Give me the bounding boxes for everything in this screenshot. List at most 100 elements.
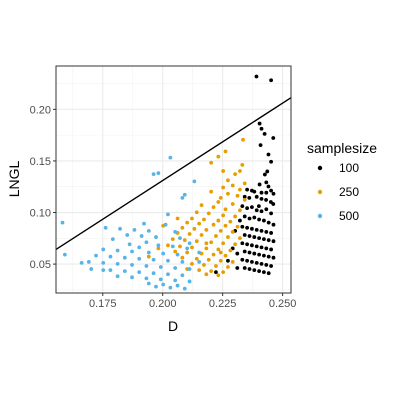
data-point-250	[204, 246, 209, 251]
x-tick-label: 0.200	[149, 298, 177, 310]
data-point-250	[206, 257, 211, 262]
data-point-250	[235, 224, 240, 229]
data-point-250	[204, 272, 209, 277]
data-point-100	[269, 211, 273, 216]
data-point-250	[187, 232, 192, 236]
data-point-100	[245, 242, 250, 247]
data-point-500	[146, 250, 151, 255]
data-point-250	[211, 205, 216, 210]
data-point-500	[163, 222, 168, 227]
data-point-100	[247, 250, 252, 255]
data-point-100	[245, 258, 250, 263]
data-point-250	[182, 238, 187, 243]
data-point-100	[257, 182, 262, 187]
data-point-100	[257, 252, 262, 257]
data-point-250	[241, 137, 245, 142]
x-tick-label: 0.225	[209, 298, 237, 310]
data-point-500	[94, 253, 98, 258]
data-point-100	[264, 180, 269, 185]
data-point-100	[266, 238, 271, 243]
data-point-100	[242, 194, 247, 199]
data-point-100	[269, 188, 273, 193]
data-point-100	[256, 204, 261, 209]
data-point-500	[132, 227, 137, 232]
data-point-100	[240, 204, 245, 209]
data-point-100	[259, 209, 264, 214]
data-point-250	[209, 269, 214, 274]
data-point-500	[122, 255, 127, 260]
data-point-250	[199, 203, 204, 207]
data-point-500	[101, 247, 106, 252]
data-point-500	[168, 285, 173, 290]
data-point-100	[242, 266, 247, 270]
data-point-250	[242, 198, 247, 202]
data-point-250	[226, 191, 230, 196]
data-point-100	[254, 260, 259, 265]
data-point-100	[266, 220, 271, 225]
data-point-500	[161, 282, 166, 287]
data-point-250	[216, 273, 221, 278]
x-axis-title: D	[168, 318, 178, 334]
data-point-250	[197, 221, 202, 226]
data-point-250	[199, 233, 204, 237]
data-point-250	[214, 234, 218, 238]
data-point-500	[130, 263, 134, 267]
data-point-500	[154, 284, 158, 289]
data-point-250	[197, 268, 202, 272]
data-point-250	[223, 253, 228, 258]
data-point-100	[266, 254, 271, 259]
data-point-250	[214, 264, 218, 268]
legend-title: samplesize	[307, 140, 377, 156]
data-point-500	[151, 257, 156, 262]
data-point-500	[137, 256, 142, 261]
data-point-500	[146, 281, 151, 286]
data-point-250	[204, 227, 209, 232]
data-point-500	[139, 234, 144, 238]
data-point-250	[230, 202, 235, 206]
data-point-250	[238, 187, 242, 192]
data-point-250	[209, 160, 214, 165]
data-point-100	[264, 263, 269, 267]
data-point-250	[194, 256, 199, 261]
data-point-250	[180, 255, 185, 260]
data-point-250	[180, 225, 185, 230]
legend: samplesize 100 250 500	[307, 140, 377, 223]
legend-key-500	[317, 213, 323, 219]
data-point-250	[233, 242, 238, 247]
data-point-500	[173, 266, 178, 270]
data-point-250	[235, 193, 240, 198]
data-point-500	[137, 270, 142, 275]
data-point-100	[264, 198, 268, 202]
data-point-100	[257, 236, 262, 241]
data-point-500	[168, 155, 173, 160]
data-point-100	[214, 270, 218, 275]
data-point-250	[190, 245, 194, 250]
data-point-250	[170, 237, 175, 242]
reference-line	[56, 97, 291, 250]
legend-label-500: 500	[339, 209, 359, 223]
y-tick-label: 0.15	[30, 156, 51, 168]
data-point-100	[242, 249, 247, 254]
data-point-100	[257, 217, 262, 222]
data-point-500	[89, 267, 94, 271]
data-point-250	[211, 222, 216, 227]
data-point-100	[271, 239, 276, 244]
data-point-500	[122, 269, 127, 274]
data-point-250	[156, 246, 161, 251]
data-point-250	[204, 241, 209, 246]
data-point-100	[252, 251, 257, 256]
data-point-250	[233, 172, 238, 177]
data-point-500	[142, 221, 146, 226]
data-point-100	[242, 214, 247, 219]
data-point-100	[242, 233, 247, 237]
data-point-100	[252, 268, 257, 272]
data-point-250	[230, 183, 235, 188]
data-point-500	[158, 265, 163, 269]
data-point-500	[86, 259, 91, 264]
data-point-100	[252, 235, 257, 239]
data-point-500	[108, 254, 113, 259]
data-point-100	[262, 253, 266, 258]
legend-key-100	[317, 165, 323, 171]
data-point-250	[230, 259, 235, 264]
data-point-100	[262, 172, 267, 177]
